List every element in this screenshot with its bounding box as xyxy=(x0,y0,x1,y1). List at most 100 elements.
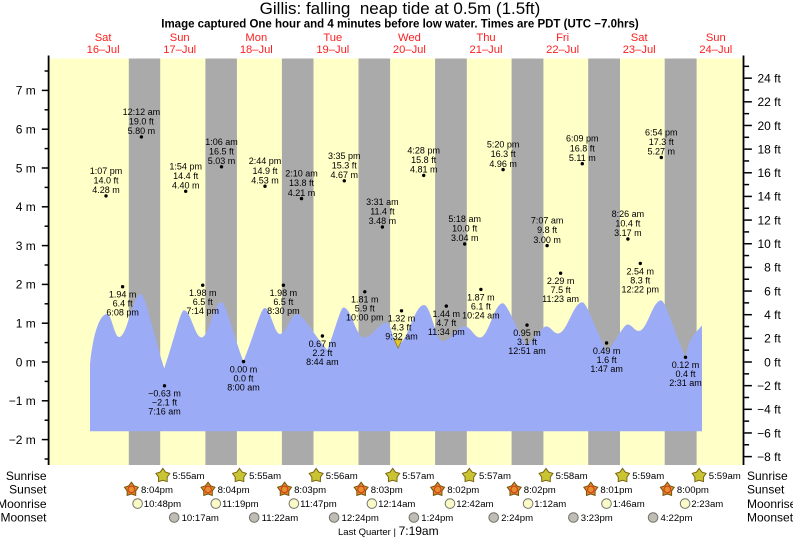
svg-text:22–Jul: 22–Jul xyxy=(546,44,579,56)
svg-text:1:24pm: 1:24pm xyxy=(421,513,453,524)
svg-text:8.3 ft: 8.3 ft xyxy=(630,275,651,285)
svg-text:12:24pm: 12:24pm xyxy=(342,513,379,524)
svg-text:−1 m: −1 m xyxy=(9,394,36,408)
svg-text:Moonset: Moonset xyxy=(0,511,47,525)
svg-text:11:22am: 11:22am xyxy=(262,513,299,524)
svg-text:0.0 ft: 0.0 ft xyxy=(233,374,254,384)
svg-text:0 ft: 0 ft xyxy=(764,355,781,369)
svg-text:Tue: Tue xyxy=(323,32,342,44)
svg-text:12:51 am: 12:51 am xyxy=(508,346,546,356)
svg-text:16.3 ft: 16.3 ft xyxy=(491,149,517,159)
svg-text:4.21 m: 4.21 m xyxy=(288,188,316,198)
svg-text:8:02pm: 8:02pm xyxy=(447,485,479,496)
svg-text:Last Quarter | 7:19am: Last Quarter | 7:19am xyxy=(338,524,439,538)
svg-text:12:42am: 12:42am xyxy=(456,499,493,510)
svg-text:4:28 pm: 4:28 pm xyxy=(407,145,440,155)
svg-text:4.7 ft: 4.7 ft xyxy=(436,318,457,328)
svg-text:15.3 ft: 15.3 ft xyxy=(332,160,358,170)
svg-text:20 ft: 20 ft xyxy=(757,119,781,133)
svg-text:4.96 m: 4.96 m xyxy=(489,159,517,169)
svg-text:0.12 m: 0.12 m xyxy=(672,360,700,370)
svg-text:11:34 pm: 11:34 pm xyxy=(428,327,465,337)
svg-text:3:31 am: 3:31 am xyxy=(366,197,399,207)
svg-text:9:32 am: 9:32 am xyxy=(385,332,418,342)
svg-text:Sunset: Sunset xyxy=(747,483,785,497)
svg-text:7:16 am: 7:16 am xyxy=(148,407,181,417)
svg-text:8:02pm: 8:02pm xyxy=(524,485,556,496)
svg-text:8:44 am: 8:44 am xyxy=(306,357,339,367)
svg-text:3 m: 3 m xyxy=(16,239,36,253)
svg-text:0.49 m: 0.49 m xyxy=(593,346,621,356)
svg-text:3:35 pm: 3:35 pm xyxy=(328,151,361,161)
svg-text:5:56am: 5:56am xyxy=(326,471,358,482)
svg-text:Sunset: Sunset xyxy=(9,483,47,497)
svg-text:8:30 pm: 8:30 pm xyxy=(267,306,300,316)
svg-text:15.8 ft: 15.8 ft xyxy=(411,155,437,165)
svg-text:10:00 pm: 10:00 pm xyxy=(346,313,384,323)
svg-text:14.0 ft: 14.0 ft xyxy=(93,176,119,186)
svg-text:6.4 ft: 6.4 ft xyxy=(113,299,134,309)
svg-text:4.81 m: 4.81 m xyxy=(410,165,438,175)
svg-text:8:00pm: 8:00pm xyxy=(677,485,709,496)
svg-text:5.9 ft: 5.9 ft xyxy=(355,304,376,314)
svg-text:4 m: 4 m xyxy=(16,200,36,214)
svg-text:11:19pm: 11:19pm xyxy=(222,499,259,510)
svg-text:−6 ft: −6 ft xyxy=(757,426,781,440)
svg-text:5:59am: 5:59am xyxy=(632,471,664,482)
svg-text:0 m: 0 m xyxy=(16,355,36,369)
svg-text:Sunrise: Sunrise xyxy=(6,469,47,483)
svg-text:18 ft: 18 ft xyxy=(757,142,781,156)
svg-text:10.4 ft: 10.4 ft xyxy=(615,219,641,229)
svg-text:6.5 ft: 6.5 ft xyxy=(193,297,214,307)
svg-text:11:23 am: 11:23 am xyxy=(542,294,579,304)
svg-text:Mon: Mon xyxy=(245,32,267,44)
svg-text:16.8 ft: 16.8 ft xyxy=(570,143,596,153)
svg-text:12:22 pm: 12:22 pm xyxy=(622,284,660,294)
svg-text:8:03pm: 8:03pm xyxy=(371,485,403,496)
svg-text:16 ft: 16 ft xyxy=(757,166,781,180)
svg-text:13.8 ft: 13.8 ft xyxy=(289,178,315,188)
svg-text:1.32 m: 1.32 m xyxy=(388,314,416,324)
svg-text:4.53 m: 4.53 m xyxy=(251,175,279,185)
svg-text:−2 ft: −2 ft xyxy=(757,379,781,393)
svg-text:−0.63 m: −0.63 m xyxy=(148,389,181,399)
svg-text:12 ft: 12 ft xyxy=(757,213,781,227)
svg-text:5.11 m: 5.11 m xyxy=(569,153,596,163)
svg-text:5:57am: 5:57am xyxy=(479,471,511,482)
svg-text:6.5 ft: 6.5 ft xyxy=(273,297,294,307)
svg-text:6.1 ft: 6.1 ft xyxy=(471,301,492,311)
svg-text:21–Jul: 21–Jul xyxy=(470,44,503,56)
svg-text:8:04pm: 8:04pm xyxy=(218,485,250,496)
svg-text:1:47 am: 1:47 am xyxy=(590,364,623,374)
svg-text:Sunrise: Sunrise xyxy=(747,469,788,483)
svg-text:5.27 m: 5.27 m xyxy=(648,147,676,157)
svg-text:12:12 am: 12:12 am xyxy=(123,107,161,117)
svg-text:5:58am: 5:58am xyxy=(556,471,588,482)
svg-text:2.54 m: 2.54 m xyxy=(627,266,655,276)
svg-text:0.67 m: 0.67 m xyxy=(309,339,337,349)
svg-text:6 m: 6 m xyxy=(16,123,36,137)
svg-text:4.3 ft: 4.3 ft xyxy=(391,323,412,333)
svg-text:1:06 am: 1:06 am xyxy=(205,137,238,147)
svg-text:5:55am: 5:55am xyxy=(249,471,281,482)
svg-text:4:22pm: 4:22pm xyxy=(661,513,693,524)
svg-text:17–Jul: 17–Jul xyxy=(163,44,196,56)
svg-text:22 ft: 22 ft xyxy=(757,95,781,109)
svg-text:8 ft: 8 ft xyxy=(764,261,781,275)
svg-text:24–Jul: 24–Jul xyxy=(699,44,732,56)
svg-text:8:03pm: 8:03pm xyxy=(294,485,326,496)
svg-text:1.44 m: 1.44 m xyxy=(433,309,461,319)
svg-text:8:00 am: 8:00 am xyxy=(227,383,260,393)
svg-text:5 m: 5 m xyxy=(16,161,36,175)
svg-text:1 m: 1 m xyxy=(16,317,36,331)
svg-text:1:54 pm: 1:54 pm xyxy=(169,161,202,171)
svg-text:16.5 ft: 16.5 ft xyxy=(209,146,235,156)
svg-text:10 ft: 10 ft xyxy=(757,237,781,251)
svg-text:Sun: Sun xyxy=(706,32,726,44)
svg-text:10.0 ft: 10.0 ft xyxy=(452,224,478,234)
svg-text:Fri: Fri xyxy=(556,32,569,44)
svg-text:3.04 m: 3.04 m xyxy=(451,233,479,243)
svg-text:6:54 pm: 6:54 pm xyxy=(645,128,678,138)
svg-text:−2.1 ft: −2.1 ft xyxy=(152,398,178,408)
svg-text:18–Jul: 18–Jul xyxy=(240,44,273,56)
